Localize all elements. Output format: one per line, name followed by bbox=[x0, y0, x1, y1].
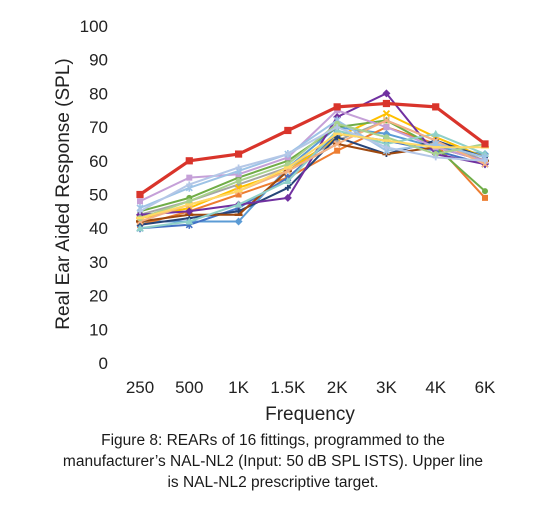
series-line bbox=[139, 101, 486, 196]
data-point bbox=[137, 208, 143, 215]
data-point bbox=[383, 144, 390, 151]
y-tick-label: 50 bbox=[89, 186, 108, 205]
series-layer bbox=[136, 89, 489, 233]
y-tick-label: 60 bbox=[89, 152, 108, 171]
data-point bbox=[334, 134, 341, 141]
series-line bbox=[139, 119, 486, 209]
data-point bbox=[382, 99, 391, 108]
data-point bbox=[334, 147, 341, 154]
data-point bbox=[432, 154, 439, 161]
x-axis-title: Frequency bbox=[265, 404, 355, 425]
data-point bbox=[185, 157, 193, 165]
y-tick-label: 70 bbox=[89, 118, 108, 137]
data-point bbox=[185, 217, 194, 225]
y-tick-label: 90 bbox=[89, 51, 108, 70]
series-line bbox=[139, 122, 486, 220]
caption-line: Figure 8: REARs of 16 fittings, programm… bbox=[101, 432, 445, 449]
series-line bbox=[139, 112, 486, 220]
x-tick-label: 1K bbox=[228, 378, 249, 397]
data-point bbox=[333, 140, 341, 148]
data-point bbox=[136, 190, 144, 199]
data-point bbox=[185, 207, 194, 216]
data-point bbox=[234, 200, 243, 208]
target-series bbox=[136, 99, 489, 199]
x-tick-label: 1.5K bbox=[270, 378, 306, 397]
data-point bbox=[383, 124, 390, 131]
figure-caption: Figure 8: REARs of 16 fittings, programm… bbox=[0, 430, 546, 493]
y-tick-label: 20 bbox=[89, 287, 108, 306]
data-point bbox=[235, 208, 242, 215]
data-point bbox=[333, 103, 341, 111]
data-point bbox=[235, 164, 242, 171]
data-point bbox=[334, 124, 341, 131]
data-point bbox=[382, 109, 391, 118]
rear-line-chart: 0 10 20 30 40 50 60 70 80 90 100 250 500 1K 1.5K 2K 3K 4… bbox=[53, 17, 496, 425]
data-point bbox=[186, 174, 193, 181]
data-point bbox=[382, 139, 391, 147]
data-point bbox=[432, 103, 440, 111]
x-tick-label: 250 bbox=[126, 378, 154, 397]
data-point bbox=[482, 157, 488, 164]
series-line bbox=[139, 132, 485, 220]
data-point bbox=[382, 89, 391, 98]
data-point bbox=[235, 191, 242, 198]
data-point bbox=[234, 217, 243, 226]
x-tick-label: 3K bbox=[376, 378, 397, 397]
y-axis-ticks: 0 10 20 30 40 50 60 70 80 90 100 bbox=[80, 17, 108, 373]
data-point bbox=[234, 150, 243, 158]
data-point bbox=[283, 177, 292, 185]
y-tick-label: 100 bbox=[80, 17, 108, 36]
data-point bbox=[284, 184, 291, 191]
x-tick-label: 6K bbox=[475, 378, 496, 397]
y-tick-label: 80 bbox=[89, 84, 108, 103]
y-tick-label: 40 bbox=[89, 219, 108, 238]
data-point bbox=[186, 181, 193, 188]
data-point bbox=[136, 224, 144, 232]
series-line bbox=[139, 129, 486, 230]
data-point bbox=[283, 193, 292, 202]
data-point bbox=[235, 178, 242, 185]
data-point bbox=[137, 198, 143, 205]
x-tick-label: 2K bbox=[327, 378, 348, 397]
fitting-series bbox=[137, 124, 488, 215]
y-tick-label: 0 bbox=[99, 354, 108, 373]
series-line bbox=[139, 109, 486, 203]
y-tick-label: 10 bbox=[89, 320, 108, 339]
fitting-series bbox=[137, 120, 488, 222]
data-point bbox=[186, 198, 193, 205]
data-point bbox=[432, 151, 439, 158]
fitting-series bbox=[136, 126, 489, 232]
data-point bbox=[383, 134, 390, 141]
data-point bbox=[482, 194, 488, 201]
x-tick-label: 500 bbox=[175, 378, 203, 397]
x-tick-label: 4K bbox=[425, 378, 446, 397]
data-point bbox=[431, 129, 440, 137]
data-point bbox=[481, 160, 489, 168]
caption-line: is NAL-NL2 prescriptive target. bbox=[167, 474, 379, 491]
data-point bbox=[382, 116, 391, 124]
x-axis-ticks: 250 500 1K 1.5K 2K 3K 4K 6K bbox=[126, 378, 496, 397]
data-point bbox=[284, 126, 292, 135]
series-line bbox=[139, 126, 486, 213]
data-point bbox=[481, 140, 489, 148]
y-axis-title: Real Ear Aided Response (SPL) bbox=[53, 58, 74, 329]
caption-line: manufacturer’s NAL-NL2 (Input: 50 dB SPL… bbox=[62, 453, 484, 470]
fitting-series bbox=[136, 132, 489, 220]
data-point bbox=[482, 188, 488, 195]
data-point bbox=[334, 120, 341, 127]
y-tick-label: 30 bbox=[89, 253, 108, 272]
data-point bbox=[284, 151, 291, 158]
series-line bbox=[139, 126, 486, 226]
